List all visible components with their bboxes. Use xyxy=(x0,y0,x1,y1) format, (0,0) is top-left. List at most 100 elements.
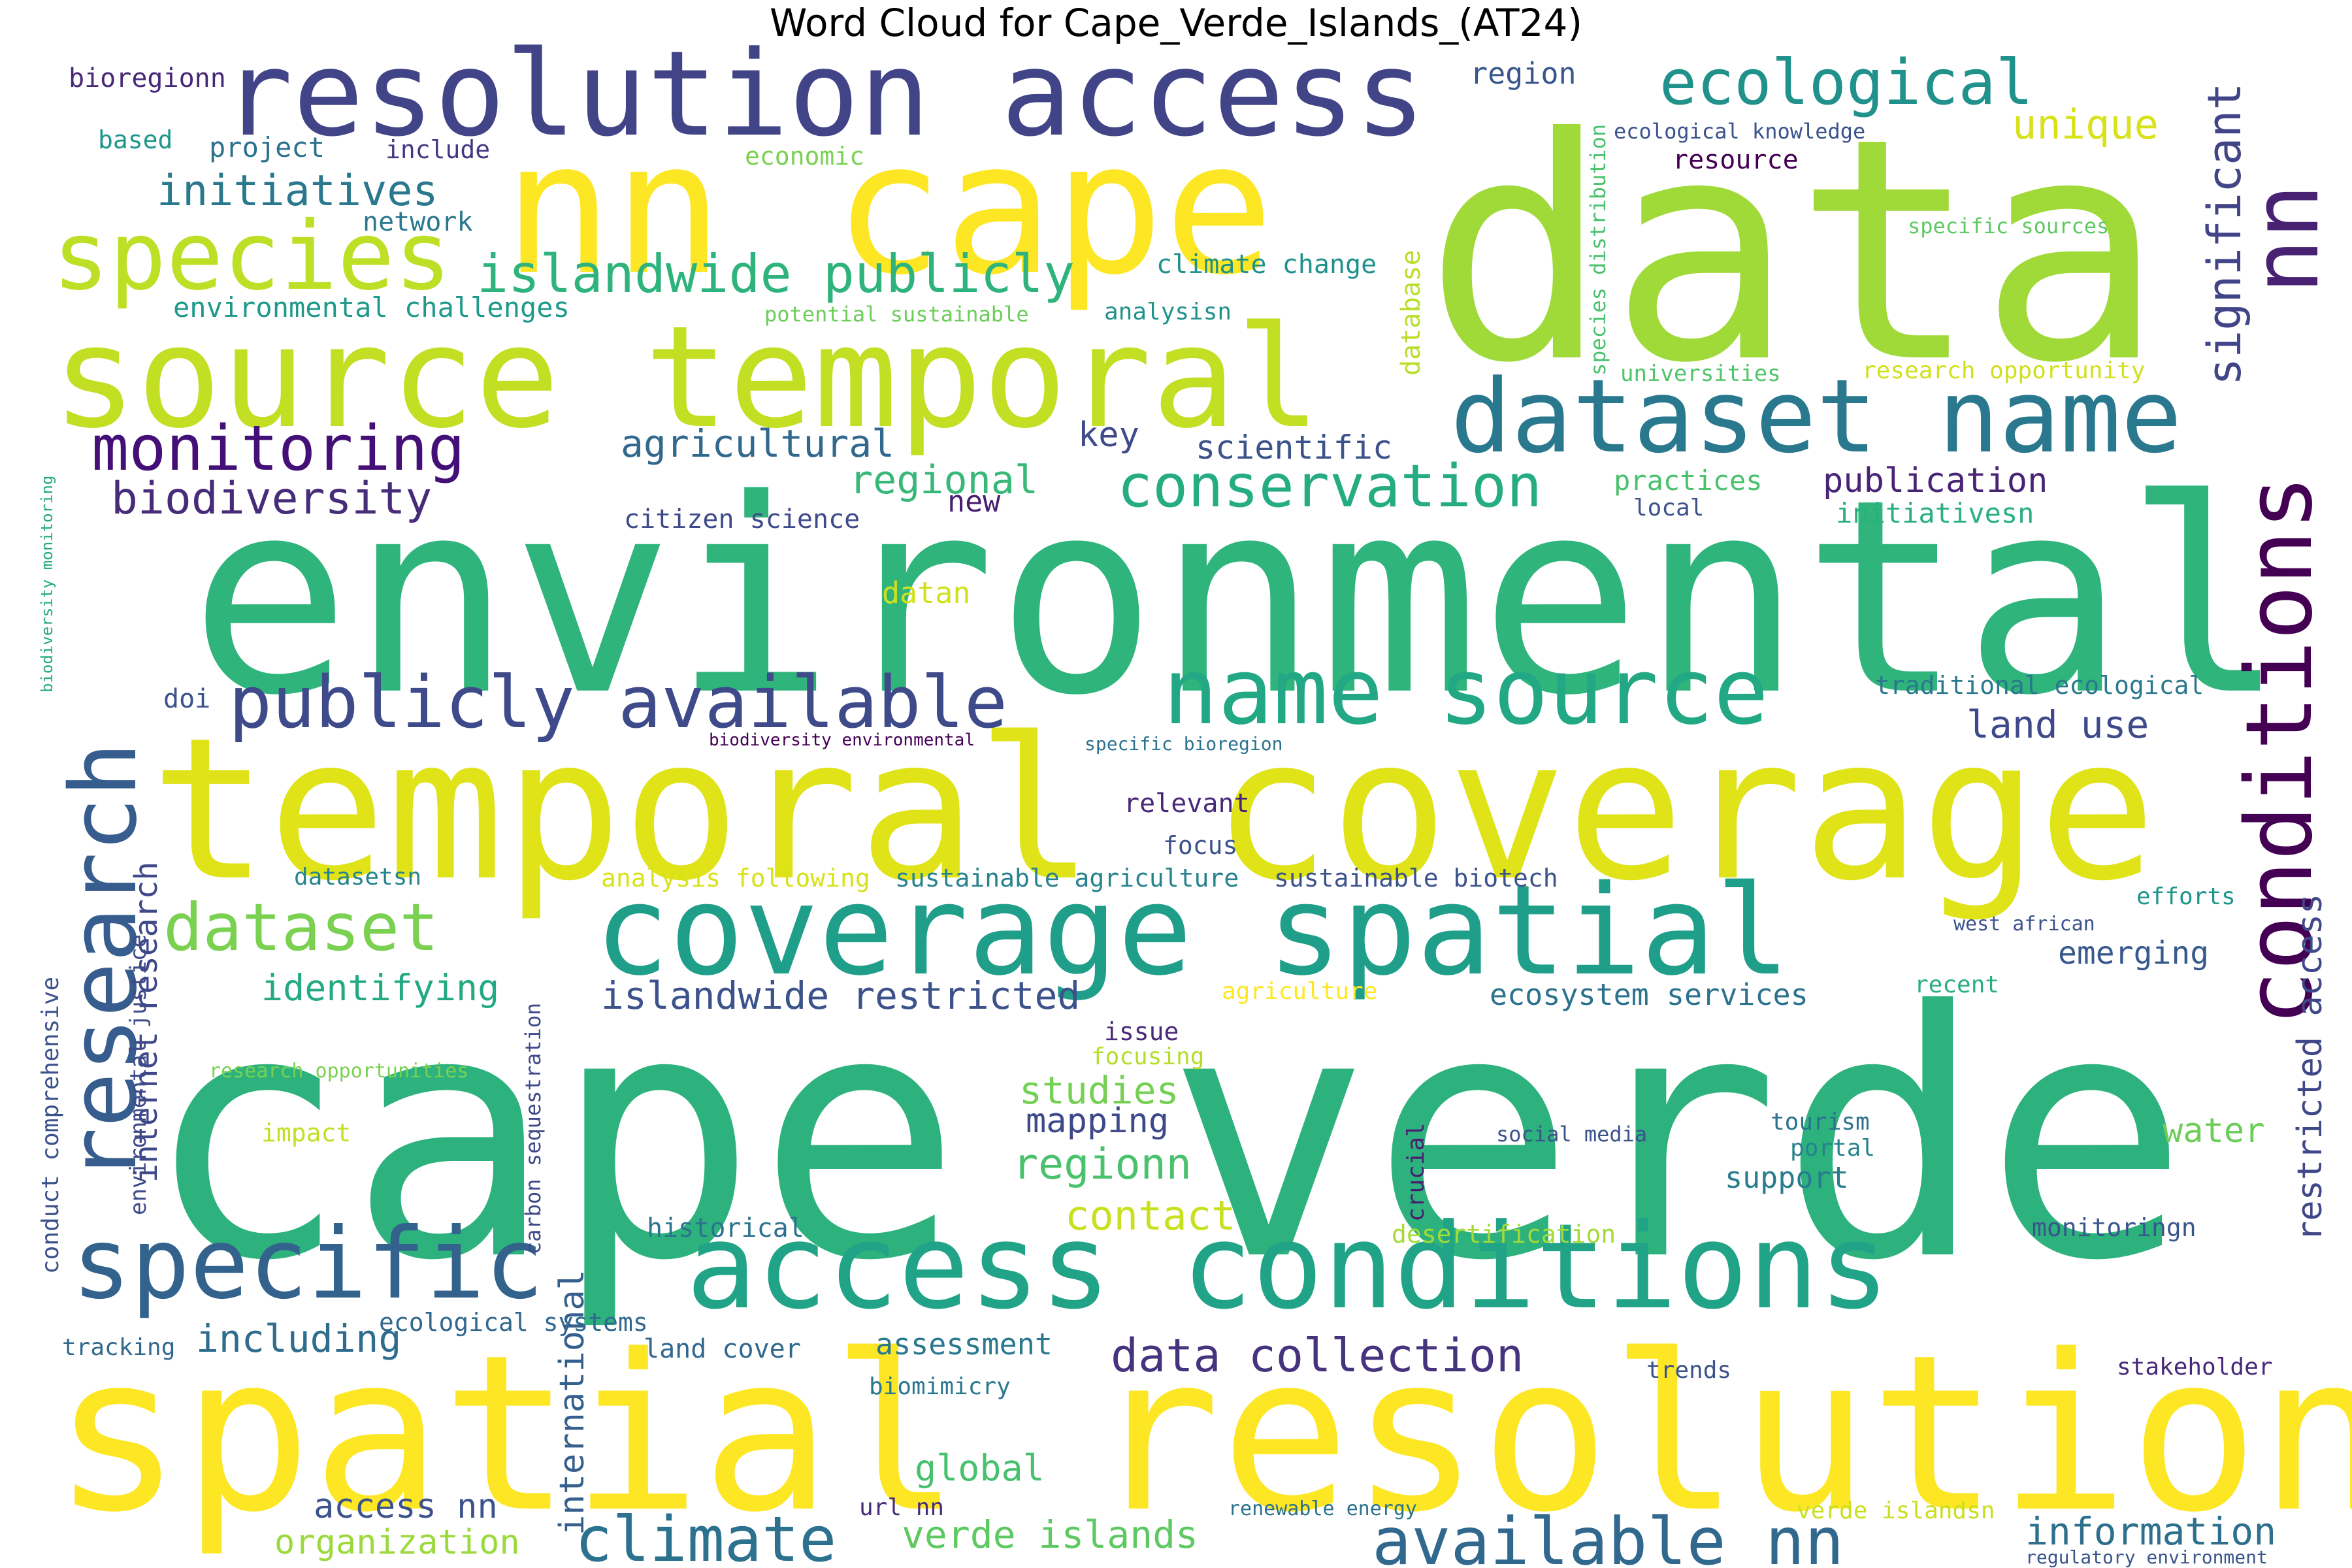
word: datan xyxy=(882,576,971,610)
word: studies xyxy=(1019,1068,1179,1113)
word: information xyxy=(2025,1509,2277,1554)
word: historical xyxy=(647,1213,804,1243)
word: potential sustainable xyxy=(764,302,1029,327)
word: practices xyxy=(1614,465,1763,497)
word: biodiversity monitoring xyxy=(38,475,56,693)
word: data collection xyxy=(1111,1329,1524,1382)
word: agriculture xyxy=(1222,978,1378,1005)
word: regional xyxy=(849,457,1038,503)
word: specific bioregion xyxy=(1085,733,1283,755)
word: coverage spatial xyxy=(595,858,1791,1003)
word: agricultural xyxy=(621,421,895,466)
word: unique xyxy=(2012,101,2159,148)
word: sustainable biotech xyxy=(1274,864,1558,892)
word: contact xyxy=(1065,1192,1236,1239)
word: initiativesn xyxy=(1836,497,2034,529)
word: relevant xyxy=(1124,789,1250,819)
word: regionn xyxy=(1013,1140,1192,1189)
word: restricted access xyxy=(2291,893,2330,1241)
word: carbon sequestration xyxy=(521,1002,546,1254)
word: available nn xyxy=(1372,1503,1844,1568)
word: tracking xyxy=(62,1334,176,1361)
word: key xyxy=(1078,416,1139,455)
word: analysisn xyxy=(1104,299,1232,325)
word: cape verde xyxy=(144,939,2189,1335)
word: monitoringn xyxy=(2032,1213,2197,1242)
word: support xyxy=(1725,1160,1849,1195)
word: stakeholder xyxy=(2117,1354,2273,1380)
word: water xyxy=(2163,1111,2265,1151)
word: biodiversity xyxy=(111,473,433,525)
word: datasetsn xyxy=(294,864,422,890)
word: climate change xyxy=(1156,250,1377,280)
word: initiatives xyxy=(157,167,438,216)
word: publication xyxy=(1823,461,2048,500)
word: bioregionn xyxy=(69,63,226,93)
word: new xyxy=(947,484,1001,519)
word: citizen science xyxy=(624,504,860,534)
word: including xyxy=(196,1316,402,1361)
word: regulatory environment xyxy=(2025,1546,2268,1568)
word: conduct comprehensive xyxy=(37,976,64,1274)
word: environmental justice xyxy=(125,934,152,1215)
word: recent xyxy=(1914,972,2000,998)
word: access nn xyxy=(314,1487,498,1526)
word: issue xyxy=(1104,1017,1179,1046)
word: ecological xyxy=(1659,47,2033,119)
word: doi xyxy=(163,684,211,714)
word: data xyxy=(1424,73,2164,430)
word: specific xyxy=(72,1207,544,1321)
word: species distribution xyxy=(1586,123,1610,376)
word: spatial resolution xyxy=(52,1309,2352,1560)
word: ecosystem services xyxy=(1490,977,1808,1012)
word: significant xyxy=(2198,82,2251,385)
word: organization xyxy=(274,1523,520,1562)
word: url nn xyxy=(859,1494,945,1521)
word: ecological knowledge xyxy=(1614,119,1866,144)
word: dataset xyxy=(163,889,439,966)
word: trends xyxy=(1646,1357,1732,1384)
word: economic xyxy=(745,142,865,171)
word: crucial xyxy=(1403,1122,1429,1222)
word: impact xyxy=(261,1119,351,1147)
word: sustainable agriculture xyxy=(895,864,1239,892)
word: islandwide publicly xyxy=(477,244,1075,304)
word: verde islandsn xyxy=(1797,1497,1995,1524)
word: region xyxy=(1470,56,1576,91)
word: resolution access xyxy=(222,26,1426,163)
word: dataset name xyxy=(1450,357,2182,476)
word: portal xyxy=(1790,1135,1876,1162)
word: include xyxy=(385,135,491,164)
word: based xyxy=(98,125,173,154)
word: resource xyxy=(1673,145,1799,175)
word: focusing xyxy=(1091,1043,1205,1070)
word: climate xyxy=(575,1504,837,1568)
word: conservation xyxy=(1117,452,1543,521)
word: local xyxy=(1633,495,1705,521)
word: global xyxy=(915,1447,1045,1489)
word: ecological systems xyxy=(379,1308,648,1337)
word: west african xyxy=(1953,913,2095,936)
word: species xyxy=(52,201,452,312)
word: network xyxy=(363,207,473,237)
word: verde islands xyxy=(902,1512,1198,1557)
word: publicly available xyxy=(229,661,1008,744)
word: monitoring xyxy=(91,413,465,485)
word: efforts xyxy=(2136,883,2236,910)
word: biomimicry xyxy=(869,1373,1011,1400)
word: emerging xyxy=(2058,935,2210,972)
word: research opportunities xyxy=(209,1060,469,1083)
word: scientific xyxy=(1196,429,1393,466)
word: land use xyxy=(1967,702,2149,747)
word: islandwide restricted xyxy=(601,973,1081,1018)
word: desertification xyxy=(1392,1220,1616,1249)
word: name source xyxy=(1163,639,1769,745)
word: tourism xyxy=(1771,1109,1870,1135)
word: biodiversity environmental xyxy=(709,730,975,750)
word: land cover xyxy=(644,1334,801,1364)
word: research opportunity xyxy=(1862,357,2146,384)
word: traditional ecological xyxy=(1875,671,2204,700)
word: database xyxy=(1396,250,1426,376)
chart-title: Word Cloud for Cape_Verde_Islands_(AT24) xyxy=(770,1,1582,45)
